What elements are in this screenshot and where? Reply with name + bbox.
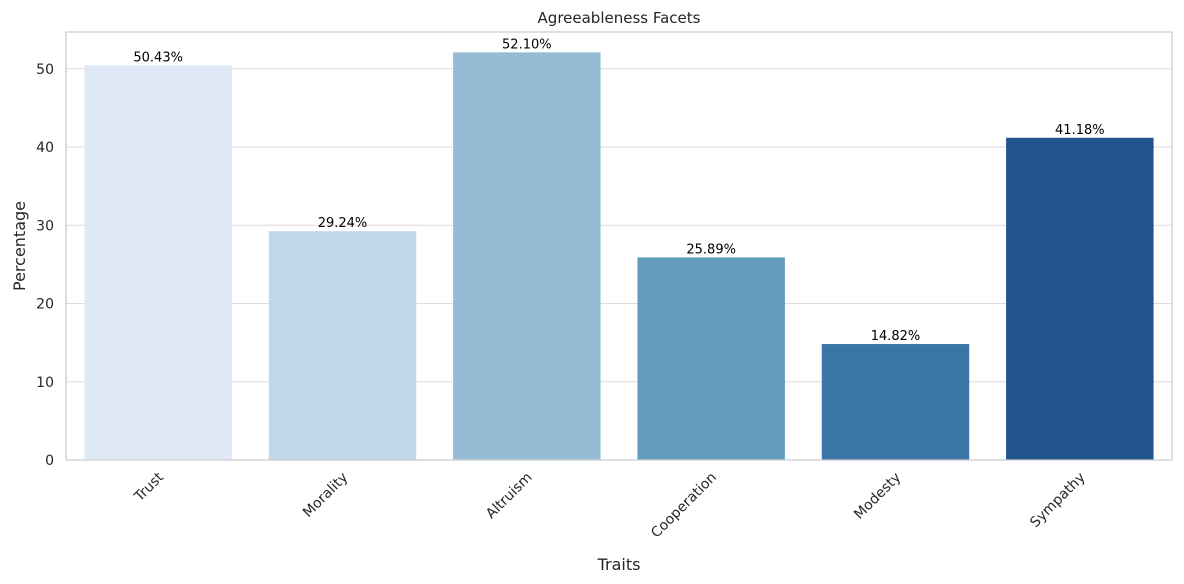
data-label: 52.10% (502, 37, 552, 52)
chart-title: Agreeableness Facets (538, 9, 701, 27)
data-label: 25.89% (686, 242, 736, 257)
x-tick-label: Morality (300, 470, 351, 521)
data-label: 50.43% (133, 50, 183, 65)
y-tick-label: 40 (36, 140, 54, 156)
x-tick-label: Sympathy (1027, 470, 1088, 531)
y-tick-label: 10 (36, 375, 54, 391)
bar (268, 231, 417, 460)
data-label: 41.18% (1055, 123, 1105, 138)
bar (821, 344, 970, 460)
y-axis-label: Percentage (10, 201, 29, 291)
bar (1006, 137, 1154, 460)
x-axis-label: Traits (597, 555, 641, 574)
bar (453, 52, 601, 461)
x-tick-label: Modesty (851, 470, 904, 523)
x-tick-label: Cooperation (648, 470, 720, 542)
bars (84, 52, 1154, 461)
data-label: 29.24% (318, 216, 368, 231)
x-tick-label: Trust (131, 469, 167, 505)
bar (637, 257, 785, 460)
data-label: 14.82% (871, 329, 921, 344)
y-tick-label: 20 (36, 297, 54, 313)
x-tick-label: Altruism (483, 470, 536, 523)
bar (84, 65, 232, 460)
data-labels: 50.43% 29.24% 52.10% 25.89% 14.82% 41.18% (133, 37, 1104, 344)
y-tick-label: 50 (36, 62, 54, 78)
plot-frame (65, 31, 1173, 461)
y-tick-labels: 0 10 20 30 40 50 (36, 62, 54, 469)
y-tick-label: 0 (45, 453, 54, 469)
x-tick-labels: Trust Morality Altruism Cooperation Modesty S… (131, 469, 1089, 541)
y-tick-label: 30 (36, 218, 54, 234)
